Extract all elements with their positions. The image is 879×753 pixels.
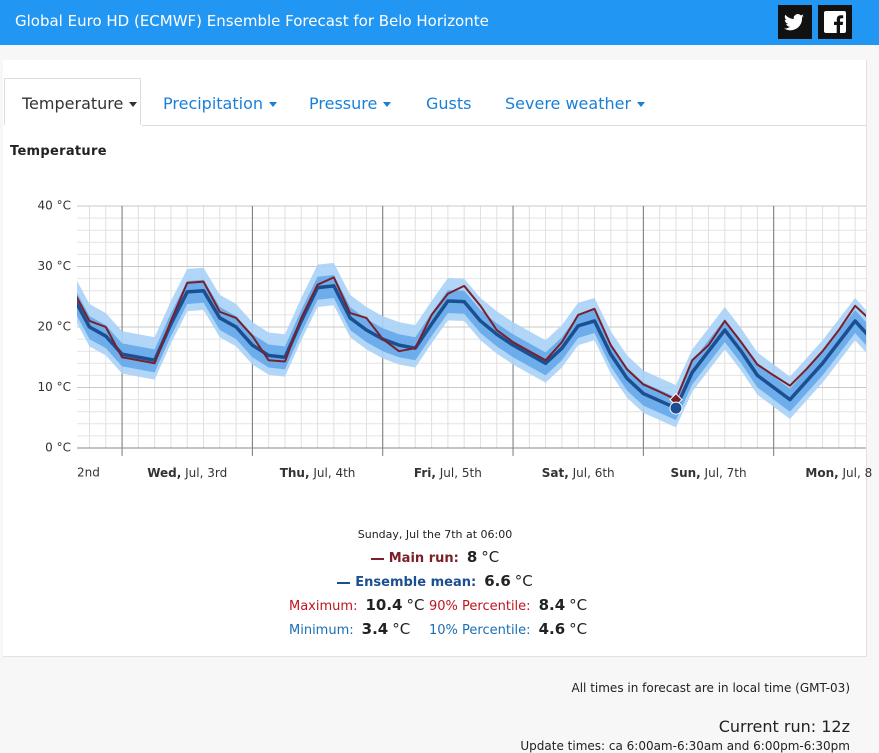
x-tick-day: Sun,: [670, 466, 700, 480]
header: Global Euro HD (ECMWF) Ensemble Forecast…: [0, 0, 879, 45]
unit: °C: [406, 596, 425, 614]
series-name: Maximum: [289, 599, 357, 614]
tooltip-row: Main run 8°C: [0, 548, 870, 566]
unit: °C: [392, 620, 411, 638]
x-tick-day: Fri,: [414, 466, 436, 480]
series-name: Minimum: [289, 623, 354, 638]
x-tick-date: Jul, 7th: [701, 466, 747, 480]
twitter-icon: [784, 14, 804, 31]
facebook-button[interactable]: [818, 5, 852, 39]
tooltip-row: 10% Percentile 4.6°C: [429, 620, 587, 638]
tooltip-row: Minimum 3.4°C: [289, 620, 410, 638]
unit: °C: [481, 548, 500, 566]
chart: 0 °C 10 °C 20 °C 30 °C 40 °C 2nd Wed, Jul, 3rd…: [38, 199, 873, 480]
caret: [129, 102, 138, 107]
x-tick-day: Wed,: [147, 466, 181, 480]
tooltip-row: Maximum 10.4°C: [289, 596, 424, 614]
tooltip-row: Ensemble mean 6.6°C: [0, 572, 870, 590]
tab-label: Severe weather: [505, 94, 632, 113]
legend-dash: [337, 581, 351, 584]
caret: [383, 102, 392, 107]
x-tick-label: Mon, Jul, 8: [805, 466, 872, 480]
tab-label: Precipitation: [163, 94, 264, 113]
y-tick-label: 30 °C: [38, 259, 71, 273]
tab[interactable]: Gusts: [426, 94, 471, 113]
tab-underline: [142, 125, 866, 126]
facebook-icon: [824, 11, 846, 33]
series-name: Ensemble mean: [355, 575, 476, 590]
twitter-button[interactable]: [778, 5, 812, 39]
timezone-note: All times in forecast are in local time …: [571, 681, 850, 695]
series-line: [77, 276, 866, 401]
header-title: Global Euro HD (ECMWF) Ensemble Forecast…: [15, 12, 489, 30]
tab[interactable]: Pressure: [309, 94, 392, 113]
x-tick-label: Sat, Jul, 6th: [542, 466, 615, 480]
tab[interactable]: Severe weather: [505, 94, 646, 113]
tab[interactable]: Precipitation: [163, 94, 278, 113]
x-tick-label: Fri, Jul, 5th: [414, 466, 482, 480]
ensemble-band: [77, 274, 866, 421]
unit: °C: [569, 596, 588, 614]
caret: [637, 102, 646, 107]
plot-area: [77, 262, 866, 428]
x-tick-date: Jul, 3rd: [181, 466, 227, 480]
tooltip-value: 3.4: [361, 620, 389, 638]
series-line: [77, 284, 866, 410]
y-tick-label: 40 °C: [38, 199, 71, 213]
tooltip-value: 8: [466, 548, 478, 566]
x-tick-label: Wed, Jul, 3rd: [147, 466, 227, 480]
current-run: Current run: 12z: [718, 717, 850, 736]
x-tick-label: Sun, Jul, 7th: [670, 466, 746, 480]
tooltip-value: 8.4: [538, 596, 566, 614]
y-tick-label: 0 °C: [45, 441, 71, 455]
tooltip-value: 10.4: [365, 596, 403, 614]
x-tick-day: Mon,: [805, 466, 838, 480]
caret: [269, 102, 278, 107]
series-name: 90% Percentile: [429, 599, 531, 614]
x-tick-date: Jul, 4th: [310, 466, 356, 480]
unit: °C: [514, 572, 533, 590]
tab-label: Temperature: [22, 94, 124, 113]
tab[interactable]: Temperature: [4, 78, 141, 125]
tooltip-value: 6.6: [484, 572, 511, 590]
y-tick-label: 10 °C: [38, 380, 71, 394]
y-tick-label: 20 °C: [38, 320, 71, 334]
chart-title: Temperature: [10, 144, 107, 159]
tooltip-value: 4.6: [538, 620, 566, 638]
update-times: Update times: ca 6:00am-6:30am and 6:00p…: [520, 739, 850, 753]
tooltip-title: Sunday, Jul the 7th at 06:00: [357, 528, 513, 541]
x-tick-date: Jul, 5th: [436, 466, 482, 480]
tab-label: Pressure: [309, 94, 378, 113]
ensemble-band: [77, 262, 866, 428]
x-tick-label: 2nd: [77, 466, 100, 480]
tooltip-row: 90% Percentile 8.4°C: [429, 596, 587, 614]
ensemble-mean-marker: [669, 401, 683, 415]
x-tick-day: Sat,: [542, 466, 569, 480]
series-name: 10% Percentile: [429, 623, 531, 638]
legend-dash: [370, 557, 384, 560]
tab-label: Gusts: [426, 94, 472, 113]
x-tick-label: Thu, Jul, 4th: [280, 466, 356, 480]
series-name: Main run: [389, 551, 459, 566]
unit: °C: [569, 620, 588, 638]
x-tick-date: Jul, 8: [839, 466, 873, 480]
x-tick-day: Thu,: [280, 466, 310, 480]
x-tick-date: Jul, 6th: [569, 466, 615, 480]
